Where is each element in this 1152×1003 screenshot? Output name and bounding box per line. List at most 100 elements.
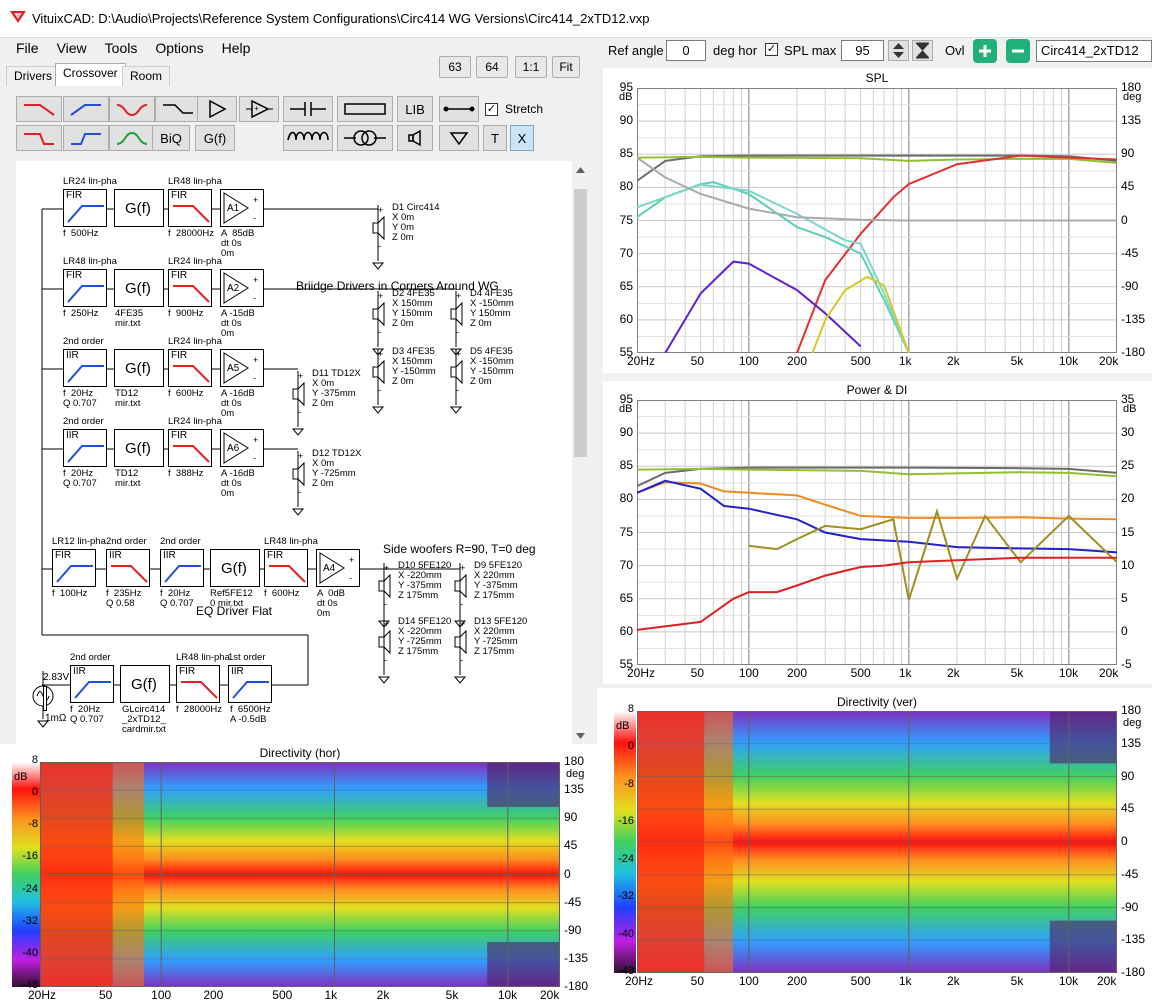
- highpass2-button[interactable]: [63, 125, 109, 151]
- lowpass2-button[interactable]: [16, 125, 62, 151]
- driver-coords: X 220mm Y -375mm Z 175mm: [474, 570, 518, 601]
- speaker-driver-icon[interactable]: +-: [452, 619, 468, 689]
- inductor-button[interactable]: [283, 125, 333, 151]
- transformer-button[interactable]: [337, 125, 393, 151]
- schematic-scrollbar[interactable]: [572, 161, 589, 744]
- tab-drivers[interactable]: Drivers: [6, 66, 60, 86]
- spl-max-input[interactable]: 95: [841, 40, 884, 61]
- amplifier-block[interactable]: + - A6: [220, 429, 264, 467]
- x-tick-label: 10k: [497, 988, 518, 1002]
- speaker-driver-icon[interactable]: +-: [370, 291, 386, 361]
- bandstop-button[interactable]: [109, 96, 155, 122]
- speaker-driver-icon[interactable]: +-: [370, 349, 386, 419]
- x-tick-label: 1k: [898, 974, 912, 988]
- inductor-icon: [287, 131, 329, 141]
- filter-block[interactable]: FIR: [168, 269, 212, 307]
- highpass-curve-icon: [164, 565, 201, 583]
- zoom-1to1-button[interactable]: 1:1: [515, 56, 547, 78]
- gf-block[interactable]: G(f): [114, 269, 164, 307]
- filter-block[interactable]: FIR: [168, 349, 212, 387]
- overlay-select[interactable]: Circ414_2xTD12: [1036, 40, 1152, 62]
- text-button[interactable]: T: [483, 125, 507, 151]
- amplifier-block[interactable]: + - A5: [220, 349, 264, 387]
- filter-block[interactable]: FIR: [52, 549, 96, 587]
- menu-tools[interactable]: Tools: [104, 40, 138, 56]
- filter-block[interactable]: FIR: [168, 189, 212, 227]
- crossover-schematic[interactable]: LR24 lin-pha FIR f 500Hz G(f) LR48 lin-pha FI…: [16, 161, 572, 744]
- y2-tick-label: -180: [1121, 345, 1146, 359]
- filter-block[interactable]: IIR: [63, 429, 107, 467]
- filter-block[interactable]: IIR: [106, 549, 150, 587]
- x-tick-label: 200: [787, 354, 808, 368]
- wire-button[interactable]: [439, 96, 479, 122]
- library-button[interactable]: LIB: [397, 96, 433, 122]
- x-button[interactable]: X: [510, 125, 534, 151]
- biquad-button[interactable]: BiQ: [152, 125, 190, 151]
- filter-block[interactable]: IIR: [63, 349, 107, 387]
- menu-file[interactable]: File: [16, 40, 39, 56]
- zoom-63-button[interactable]: 63: [439, 56, 471, 78]
- ref-angle-input[interactable]: 0: [666, 40, 706, 61]
- amplifier-block[interactable]: + - A4: [316, 549, 360, 587]
- bandpass-button[interactable]: [109, 125, 155, 151]
- resistor-button[interactable]: [337, 96, 393, 122]
- scroll-up-icon[interactable]: [576, 167, 585, 173]
- gf-label: G(f): [125, 360, 151, 377]
- driver-button[interactable]: [397, 125, 433, 151]
- tab-room[interactable]: Room: [122, 66, 171, 86]
- shelf-button[interactable]: [155, 96, 201, 122]
- stretch-checkbox[interactable]: ✓: [485, 103, 498, 116]
- filter-block[interactable]: FIR: [63, 269, 107, 307]
- y-tick-label: 85: [619, 146, 633, 161]
- filter-block[interactable]: FIR: [264, 549, 308, 587]
- tab-crossover[interactable]: Crossover: [55, 63, 126, 86]
- gf-block[interactable]: G(f): [114, 429, 164, 467]
- plot-area[interactable]: [40, 762, 560, 987]
- speaker-driver-icon[interactable]: +-: [370, 205, 386, 275]
- filter-params: f 20Hz Q 0.707: [70, 704, 104, 725]
- ground-button[interactable]: [439, 125, 479, 151]
- amplifier-block[interactable]: + - A2: [220, 269, 264, 307]
- gf-block[interactable]: G(f): [114, 349, 164, 387]
- svg-text:-: -: [378, 385, 381, 395]
- gf-block[interactable]: G(f): [210, 549, 260, 587]
- filter-block[interactable]: IIR: [228, 665, 272, 703]
- source-resistance: 1mΩ: [45, 713, 67, 724]
- filter-block[interactable]: FIR: [176, 665, 220, 703]
- plot-area[interactable]: [637, 400, 1117, 665]
- filter-block[interactable]: IIR: [160, 549, 204, 587]
- y-tick-label: 85: [619, 458, 633, 473]
- spl-max-spinner[interactable]: [888, 40, 909, 61]
- overlay-add-button[interactable]: [973, 39, 997, 63]
- highpass-button[interactable]: [63, 96, 109, 122]
- spl-fit-button[interactable]: [912, 40, 933, 61]
- spl-max-checkbox[interactable]: ✓: [765, 43, 778, 56]
- scroll-down-icon[interactable]: [576, 733, 585, 739]
- plot-area[interactable]: [637, 88, 1117, 353]
- scrollbar-thumb[interactable]: [574, 189, 587, 457]
- amplifier-block[interactable]: + - A1: [220, 189, 264, 227]
- gf-button[interactable]: G(f): [195, 125, 235, 151]
- overlay-remove-button[interactable]: [1006, 39, 1030, 63]
- zoom-64-button[interactable]: 64: [476, 56, 508, 78]
- amplifier-button[interactable]: [197, 96, 237, 122]
- menu-view[interactable]: View: [56, 40, 87, 56]
- zoom-fit-button[interactable]: Fit: [552, 56, 580, 78]
- lowpass-curve-icon: [111, 565, 148, 583]
- summing-amp-button[interactable]: +: [239, 96, 279, 122]
- speaker-driver-icon[interactable]: +-: [290, 371, 306, 441]
- gf-block[interactable]: G(f): [114, 189, 164, 227]
- speaker-driver-icon[interactable]: +-: [376, 619, 392, 689]
- filter-title: LR48 lin-pha: [63, 256, 117, 267]
- lowpass-button[interactable]: [16, 96, 62, 122]
- menu-options[interactable]: Options: [155, 40, 204, 56]
- filter-block[interactable]: FIR: [63, 189, 107, 227]
- capacitor-button[interactable]: [283, 96, 333, 122]
- plot-area[interactable]: [637, 711, 1117, 973]
- filter-block[interactable]: FIR: [168, 429, 212, 467]
- menu-help[interactable]: Help: [221, 40, 251, 56]
- speaker-driver-icon[interactable]: +-: [448, 349, 464, 419]
- filter-block[interactable]: IIR: [70, 665, 114, 703]
- speaker-driver-icon[interactable]: +-: [290, 451, 306, 521]
- gf-block[interactable]: G(f): [120, 665, 170, 703]
